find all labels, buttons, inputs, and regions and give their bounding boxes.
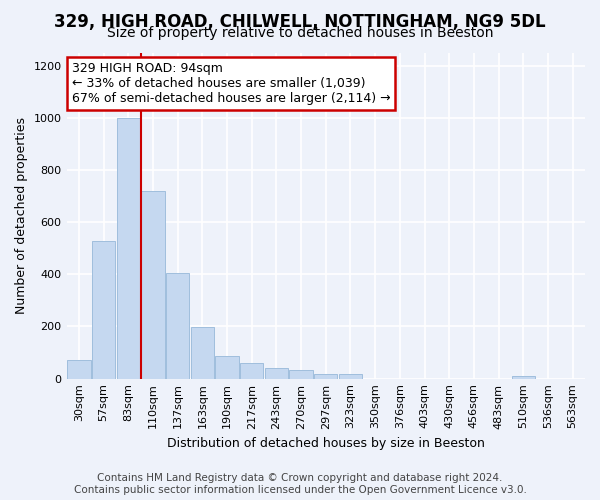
Text: 329, HIGH ROAD, CHILWELL, NOTTINGHAM, NG9 5DL: 329, HIGH ROAD, CHILWELL, NOTTINGHAM, NG…: [54, 12, 546, 30]
Bar: [339, 374, 362, 378]
Text: Contains HM Land Registry data © Crown copyright and database right 2024.
Contai: Contains HM Land Registry data © Crown c…: [74, 474, 526, 495]
Bar: [191, 327, 214, 378]
Bar: [166, 273, 190, 378]
Bar: [67, 360, 91, 378]
Bar: [289, 370, 313, 378]
Bar: [314, 374, 337, 378]
Bar: [265, 368, 288, 378]
Bar: [116, 118, 140, 378]
Bar: [512, 376, 535, 378]
Bar: [141, 191, 164, 378]
Bar: [215, 356, 239, 378]
Text: 329 HIGH ROAD: 94sqm
← 33% of detached houses are smaller (1,039)
67% of semi-de: 329 HIGH ROAD: 94sqm ← 33% of detached h…: [72, 62, 391, 106]
Bar: [240, 363, 263, 378]
Bar: [92, 241, 115, 378]
X-axis label: Distribution of detached houses by size in Beeston: Distribution of detached houses by size …: [167, 437, 485, 450]
Text: Size of property relative to detached houses in Beeston: Size of property relative to detached ho…: [107, 26, 493, 40]
Y-axis label: Number of detached properties: Number of detached properties: [15, 117, 28, 314]
